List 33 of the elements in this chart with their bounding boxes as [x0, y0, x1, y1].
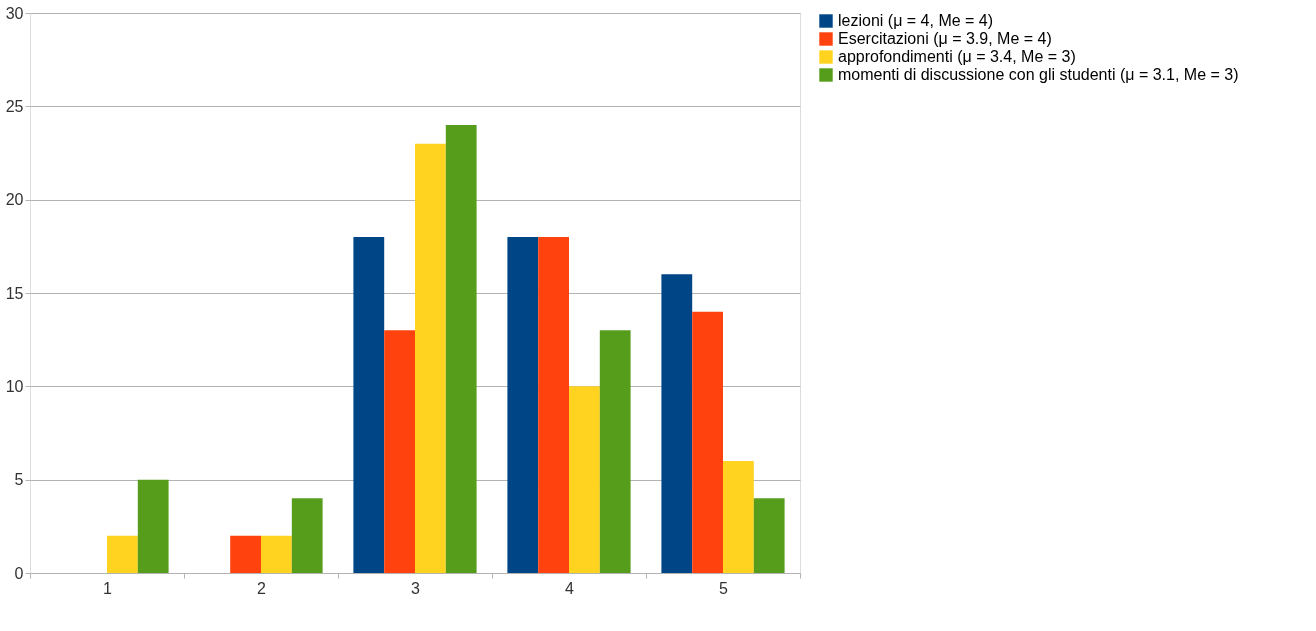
- legend-label: momenti di discussione con gli studenti (μ = 3.1, Me = 3): [838, 66, 1239, 83]
- y-tick-label: 5: [14, 471, 24, 489]
- x-tick-label: 4: [565, 579, 575, 597]
- y-tick-label: 15: [5, 284, 24, 302]
- bar: [384, 330, 415, 573]
- bar: [445, 125, 477, 573]
- x-tick-label: 2: [257, 579, 267, 597]
- y-tick-label: 10: [5, 377, 24, 395]
- y-tick-label: 25: [5, 97, 24, 115]
- legend-label: approfondimenti (μ = 3.4, Me = 3): [838, 48, 1076, 65]
- bar: [753, 498, 785, 573]
- bar: [261, 535, 292, 573]
- bar: [107, 535, 138, 573]
- bar: [507, 237, 539, 573]
- y-tick-label: 0: [14, 564, 24, 582]
- bar: [692, 311, 723, 573]
- y-tick-label: 20: [5, 191, 24, 209]
- x-tick-label: 3: [411, 579, 421, 597]
- bar: [415, 143, 446, 573]
- bar: [137, 479, 169, 573]
- bar: [661, 274, 693, 573]
- x-tick-label: 1: [103, 579, 113, 597]
- legend-label: lezioni (μ = 4, Me = 4): [838, 12, 994, 29]
- bar: [353, 237, 385, 573]
- y-tick-label: 30: [5, 4, 24, 22]
- bar: [569, 386, 600, 573]
- x-tick-label: 5: [719, 579, 729, 597]
- bar: [599, 330, 631, 573]
- legend-label: Esercitazioni (μ = 3.9, Me = 4): [838, 30, 1052, 47]
- bar: [538, 237, 569, 573]
- bar: [723, 461, 754, 573]
- bar: [291, 498, 323, 573]
- bar: [230, 535, 261, 573]
